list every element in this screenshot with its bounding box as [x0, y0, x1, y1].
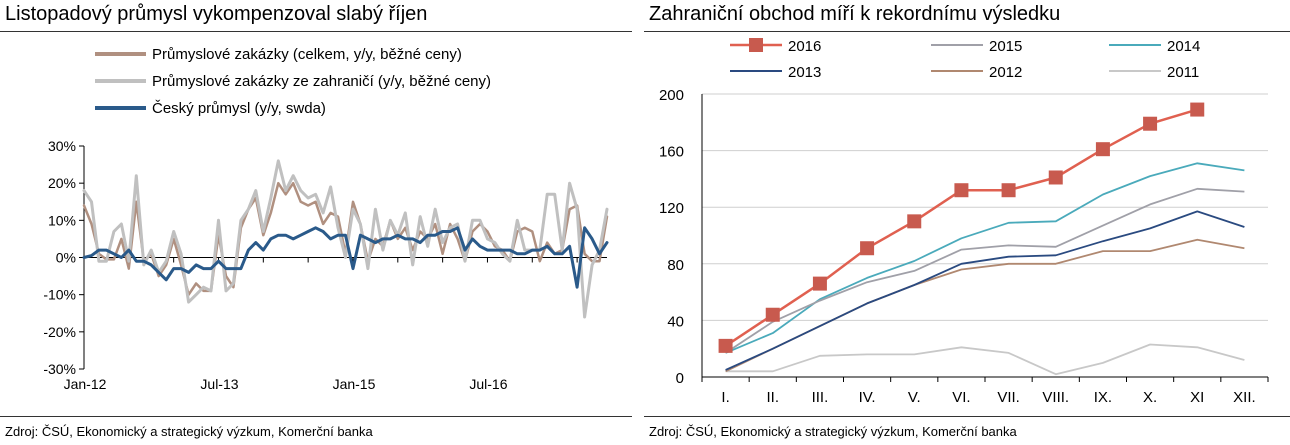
right-source-divider [644, 416, 1290, 417]
y-tick-label: 80 [667, 257, 684, 274]
data-point-marker [812, 276, 827, 291]
y-tick-label: 10% [48, 212, 76, 228]
right-title-divider [644, 31, 1290, 32]
x-tick-label: Jan-12 [64, 376, 107, 392]
data-point-marker [718, 338, 733, 353]
legend-label-2: Průmyslové zakázky ze zahraničí (y/y, bě… [152, 73, 491, 90]
legend-label-3: Český průmysl (y/y, swda) [152, 100, 326, 117]
foreign-trade-line-chart: 0 40 80 120 160 200 I. II. III. IV. V. VI. VII. VIII.… [659, 38, 1269, 406]
series-line-2013 [725, 210, 1245, 371]
y-tick-label: 40 [667, 313, 684, 330]
y-tick-label: -20% [43, 324, 76, 340]
right-chart-title: Zahraniční obchod míří k rekordnímu výsl… [649, 3, 1061, 25]
x-tick-label: IX. [1094, 389, 1112, 406]
x-tick-label: Jul-16 [469, 376, 507, 392]
legend-marker-2016 [749, 38, 763, 52]
legend-label-2013: 2013 [788, 64, 821, 81]
y-tick-label: 0 [676, 370, 684, 387]
y-tick-label: 200 [659, 87, 684, 104]
data-point-marker [1048, 170, 1063, 185]
data-point-marker [860, 241, 875, 256]
left-source-divider [0, 416, 632, 417]
x-tick-label: V. [908, 389, 921, 406]
y-tick-label: -30% [43, 361, 76, 377]
data-point-marker [1143, 116, 1158, 131]
y-tick-label: -10% [43, 287, 76, 303]
x-tick-label: VI. [952, 389, 970, 406]
x-tick-label: Jan-15 [333, 376, 376, 392]
left-title-divider [0, 31, 632, 32]
x-tick-label: III. [812, 389, 829, 406]
x-tick-label: Jul-13 [200, 376, 238, 392]
series-line-2014 [725, 162, 1245, 354]
right-source-note: Zdroj: ČSÚ, Ekonomický a strategický výz… [649, 424, 1017, 439]
legend-label-1: Průmyslové zakázky (celkem, y/y, běžné c… [152, 46, 462, 63]
legend-label-2016: 2016 [788, 38, 821, 55]
data-point-marker [1095, 142, 1110, 157]
x-tick-label: II. [766, 389, 779, 406]
data-point-marker [954, 183, 969, 198]
series-line-3 [82, 226, 609, 289]
data-point-marker [765, 307, 780, 322]
x-tick-label: XI [1190, 389, 1204, 406]
legend-label-2014: 2014 [1167, 38, 1200, 55]
legend-label-2015: 2015 [989, 38, 1022, 55]
y-tick-label: 0% [56, 250, 76, 266]
left-source-note: Zdroj: ČSÚ, Ekonomický a strategický výz… [5, 424, 373, 439]
y-tick-label: 20% [48, 175, 76, 191]
industry-orders-line-chart: -30% -20% -10% 0% 10% 20% 30% Jan-12 Jul-13 Jan-1… [43, 46, 609, 392]
data-point-marker [1001, 183, 1016, 198]
x-tick-label: I. [721, 389, 729, 406]
y-tick-label: 160 [659, 144, 684, 161]
y-tick-label: 120 [659, 200, 684, 217]
data-point-marker [907, 214, 922, 229]
x-tick-label: XII. [1233, 389, 1256, 406]
y-tick-label: 30% [48, 138, 76, 154]
right-chart-panel: Zahraniční obchod míří k rekordnímu výsl… [644, 0, 1290, 445]
series-line-2 [82, 159, 609, 319]
x-tick-label: IV. [859, 389, 876, 406]
left-chart-title: Listopadový průmysl vykompenzoval slabý … [5, 3, 428, 25]
series-line-2015 [725, 187, 1245, 354]
left-chart-panel: Listopadový průmysl vykompenzoval slabý … [0, 0, 632, 445]
data-point-marker [1190, 102, 1205, 117]
x-tick-label: VII. [997, 389, 1020, 406]
x-tick-label: X. [1143, 389, 1157, 406]
x-tick-label: VIII. [1042, 389, 1069, 406]
series-line-2011 [725, 343, 1245, 376]
legend-label-2011: 2011 [1167, 64, 1199, 81]
legend-label-2012: 2012 [989, 64, 1022, 81]
